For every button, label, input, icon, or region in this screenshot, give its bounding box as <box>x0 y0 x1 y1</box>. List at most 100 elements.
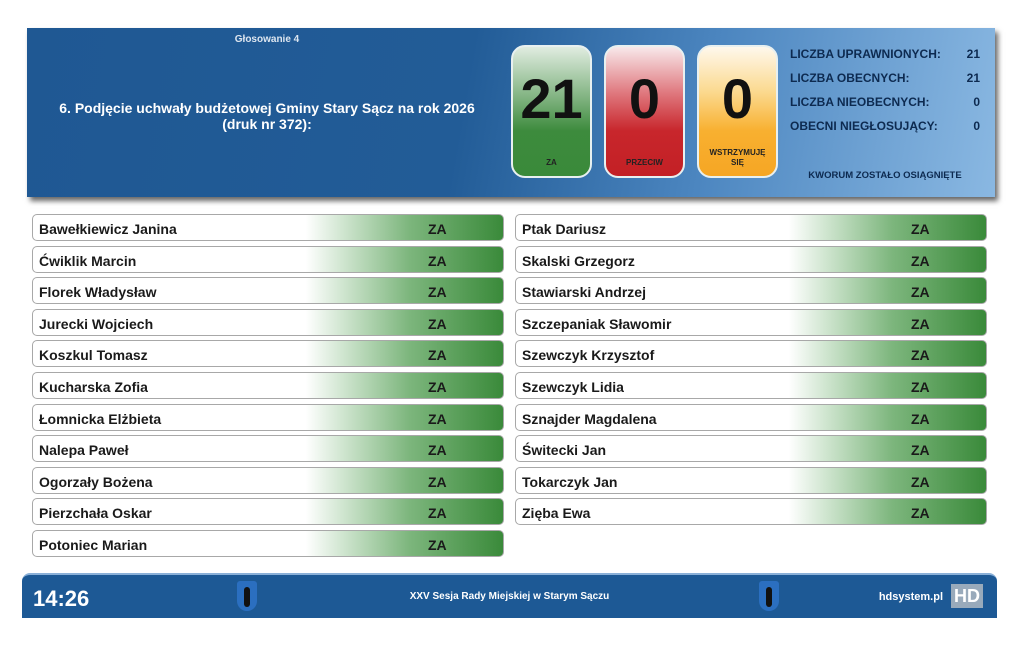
vote-value: ZA <box>911 473 930 490</box>
quorum-status: KWORUM ZOSTAŁO OSIĄGNIĘTE <box>808 170 962 181</box>
title-line: (druk nr 372): <box>222 116 312 132</box>
vote-row: Ptak Dariusz ZA <box>515 214 987 241</box>
councillor-name: Świtecki Jan <box>522 442 607 459</box>
vote-row: Potoniec Marian ZA <box>32 530 504 557</box>
vote-row: Jurecki Wojciech ZA <box>32 308 504 336</box>
stat-row: LICZBA UPRAWNIONYCH: 21 <box>790 46 980 70</box>
vote-row: Koszkul Tomasz ZA <box>32 340 504 368</box>
title-line: 6. Podjęcie uchwały budżetowej Gminy Sta… <box>59 100 475 116</box>
vote-value: ZA <box>428 252 447 269</box>
wstrzymuje-label: WSTRZYMUJĘ SIĘ <box>699 148 776 168</box>
vote-value: ZA <box>428 505 447 522</box>
stat-value: 0 <box>973 119 980 133</box>
vote-header: Głosowanie 4 6. Podjęcie uchwały budżeto… <box>27 28 995 197</box>
za-count: 21 <box>520 67 583 130</box>
vote-value: ZA <box>428 473 447 490</box>
stat-label: LICZBA UPRAWNIONYCH: <box>790 47 941 61</box>
site-url: hdsystem.pl <box>878 591 943 603</box>
coat-of-arms-icon <box>759 581 779 611</box>
vote-value: ZA <box>428 347 447 364</box>
vote-row: Nalepa Paweł ZA <box>32 435 504 463</box>
stat-row: LICZBA OBECNYCH: 21 <box>790 70 980 94</box>
councillor-name: Koszkul Tomasz <box>39 347 148 364</box>
vote-value: ZA <box>428 221 447 237</box>
vote-row: Łomnicka Elżbieta ZA <box>32 403 504 431</box>
przeciw-count: 0 <box>628 67 661 130</box>
wstrzymuje-count: 0 <box>721 67 754 130</box>
councillor-name: Stawiarski Andrzej <box>522 284 646 301</box>
stat-row: OBECNI NIEGŁOSUJĄCY: 0 <box>790 118 980 142</box>
vote-row: Kucharska Zofia ZA <box>32 372 504 399</box>
vote-value: ZA <box>428 284 447 301</box>
session-title: XXV Sesja Rady Miejskiej w Starym Sączu <box>409 591 610 602</box>
stat-value: 0 <box>973 95 980 109</box>
councillor-name: Tokarczyk Jan <box>522 473 618 490</box>
councillor-name: Nalepa Paweł <box>39 442 129 459</box>
tally-przeciw: 0 PRZECIW <box>604 45 685 178</box>
councillor-name: Bawełkiewicz Janina <box>39 221 177 237</box>
vote-row: Florek Władysław ZA <box>32 277 504 305</box>
councillor-name: Kucharska Zofia <box>39 379 148 395</box>
vote-row: Szczepaniak Sławomir ZA <box>515 308 987 336</box>
vote-value: ZA <box>911 347 930 364</box>
przeciw-label: PRZECIW <box>626 158 663 167</box>
vote-value: ZA <box>911 315 930 332</box>
vote-value: ZA <box>911 442 930 459</box>
councillor-name: Pierzchała Oskar <box>39 505 152 522</box>
vote-value: ZA <box>428 315 447 332</box>
vote-value: ZA <box>428 537 447 553</box>
vote-row: Szewczyk Krzysztof ZA <box>515 340 987 368</box>
vote-row: Świtecki Jan ZA <box>515 435 987 463</box>
councillor-name: Sznajder Magdalena <box>522 410 657 427</box>
vote-value: ZA <box>911 505 930 522</box>
vote-value: ZA <box>911 410 930 427</box>
stat-label: LICZBA OBECNYCH: <box>790 71 910 85</box>
councillor-name: Florek Władysław <box>39 284 157 301</box>
stat-value: 21 <box>966 47 980 61</box>
vote-row: Ogorzały Bożena ZA <box>32 466 504 494</box>
resolution-title: 6. Podjęcie uchwały budżetowej Gminy Sta… <box>27 100 507 132</box>
vote-row: Bawełkiewicz Janina ZA <box>32 214 504 241</box>
vote-row: Stawiarski Andrzej ZA <box>515 277 987 305</box>
councillor-name: Skalski Grzegorz <box>522 252 635 269</box>
vote-number: Głosowanie 4 <box>234 34 300 45</box>
councillor-name: Ćwiklik Marcin <box>39 252 137 269</box>
za-label: ZA <box>546 158 557 167</box>
vote-row: Zięba Ewa ZA <box>515 498 987 526</box>
councillor-name: Szewczyk Krzysztof <box>522 347 655 364</box>
vote-row: Pierzchała Oskar ZA <box>32 498 504 526</box>
stat-label: LICZBA NIEOBECNYCH: <box>790 95 930 109</box>
vote-value: ZA <box>911 284 930 301</box>
stat-label: OBECNI NIEGŁOSUJĄCY: <box>790 119 938 133</box>
hd-logo-icon: HD <box>951 584 983 608</box>
vote-row: Tokarczyk Jan ZA <box>515 466 987 494</box>
vote-value: ZA <box>428 442 447 459</box>
tally-wstrzymuje: 0 WSTRZYMUJĘ SIĘ <box>697 45 778 178</box>
stats-panel: LICZBA UPRAWNIONYCH: 21 LICZBA OBECNYCH: 21… <box>790 46 980 142</box>
vote-row: Szewczyk Lidia ZA <box>515 372 987 399</box>
vote-row: Sznajder Magdalena ZA <box>515 403 987 431</box>
label-line: WSTRZYMUJĘ <box>709 148 766 157</box>
coat-of-arms-icon <box>237 581 257 611</box>
vote-row: Ćwiklik Marcin ZA <box>32 245 504 273</box>
councillor-name: Jurecki Wojciech <box>39 315 154 332</box>
stat-row: LICZBA NIEOBECNYCH: 0 <box>790 94 980 118</box>
councillor-name: Ptak Dariusz <box>522 221 607 237</box>
councillor-name: Szewczyk Lidia <box>522 379 624 395</box>
label-line: SIĘ <box>731 158 744 167</box>
vote-value: ZA <box>911 221 930 237</box>
stat-value: 21 <box>966 71 980 85</box>
vote-value: ZA <box>911 252 930 269</box>
vote-row: Skalski Grzegorz ZA <box>515 245 987 273</box>
councillor-name: Potoniec Marian <box>39 537 148 553</box>
councillor-name: Ogorzały Bożena <box>39 473 153 490</box>
clock: 14:26 <box>33 586 90 611</box>
vote-value: ZA <box>428 379 447 395</box>
vote-value: ZA <box>428 410 447 427</box>
footer-bar: 14:26 XXV Sesja Rady Miejskiej w Starym … <box>22 573 997 618</box>
vote-value: ZA <box>911 379 930 395</box>
tally-za: 21 ZA <box>511 45 592 178</box>
councillor-name: Łomnicka Elżbieta <box>39 410 162 427</box>
councillor-name: Zięba Ewa <box>522 505 591 522</box>
councillor-name: Szczepaniak Sławomir <box>522 315 672 332</box>
